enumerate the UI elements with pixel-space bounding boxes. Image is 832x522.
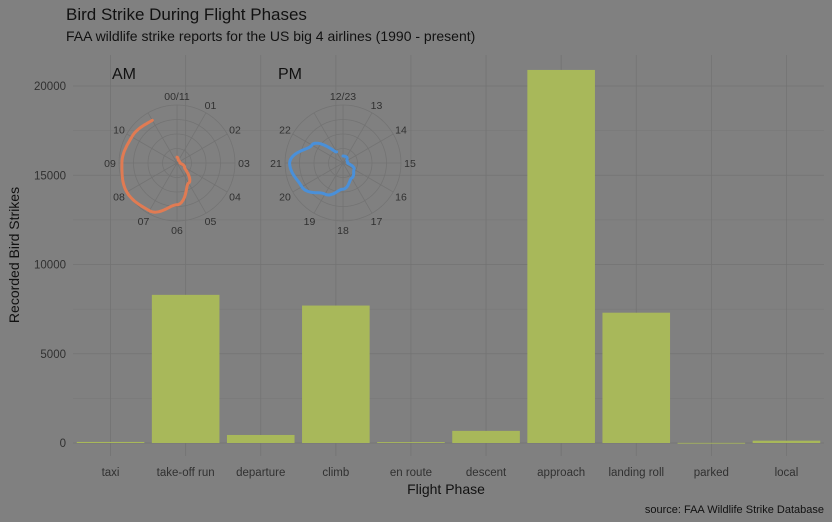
polar-am-theta-label: 08	[113, 192, 125, 204]
polar-pm-theta-label: 18	[337, 225, 349, 237]
bar	[76, 441, 145, 443]
polar-pm-series-line	[288, 141, 356, 197]
bar	[151, 294, 220, 443]
x-tick-label: take-off run	[157, 467, 215, 479]
polar-pm-spoke	[342, 112, 373, 164]
polar-am-theta-label: 01	[205, 100, 217, 112]
polar-am-theta-label: 05	[205, 216, 217, 228]
polar-am-spoke	[147, 162, 178, 214]
y-tick-label: 15000	[34, 170, 66, 182]
bar-series	[76, 69, 821, 444]
y-tick-labels: 0 5000 10000 15000 20000	[34, 81, 66, 450]
polar-pm-theta-label: 22	[279, 125, 291, 137]
y-tick-label: 10000	[34, 260, 66, 272]
polar-pm-spoke	[313, 162, 344, 214]
caption: source: FAA Wildlife Strike Database	[645, 504, 824, 516]
polar-am-title: AM	[112, 66, 136, 83]
polar-pm-spoke	[342, 162, 373, 214]
bar	[452, 430, 520, 443]
polar-pm-spoke	[342, 133, 394, 164]
x-tick-label: parked	[694, 467, 729, 479]
polar-pm-theta-label: 14	[395, 125, 407, 137]
polar-am-theta-label: 09	[104, 158, 116, 170]
polar-am-theta-label: 10	[113, 125, 125, 137]
polar-am-spoke	[126, 133, 178, 164]
x-tick-label: taxi	[102, 467, 120, 479]
polar-am-theta-label: 06	[171, 225, 183, 237]
bar	[677, 442, 746, 444]
polar-am-spoke	[176, 162, 207, 214]
polar-pm-theta-label: 12/23	[330, 91, 356, 103]
chart-subtitle: FAA wildlife strike reports for the US b…	[66, 28, 475, 44]
polar-am-theta-label: 03	[238, 158, 250, 170]
polar-chart-am: AM 00/11 01 02 03 04 05 06 07 08 09 10	[104, 66, 250, 237]
y-axis-label: Recorded Bird Strikes	[6, 187, 22, 323]
polar-am-spoke	[176, 112, 207, 164]
x-tick-label: climb	[322, 467, 349, 479]
bar	[226, 434, 295, 443]
polar-pm-theta-label: 13	[371, 100, 383, 112]
polar-am-theta-label: 07	[138, 216, 150, 228]
x-tick-label: departure	[236, 467, 285, 479]
chart-title: Bird Strike During Flight Phases	[66, 5, 307, 24]
polar-pm-theta-label: 16	[395, 192, 407, 204]
bar	[377, 442, 445, 443]
x-tick-label: landing roll	[608, 467, 664, 479]
x-tick-label: en route	[390, 467, 432, 479]
polar-pm-theta-label: 17	[371, 216, 383, 228]
polar-am-theta-label: 02	[229, 125, 241, 137]
polar-pm-spoke	[313, 112, 344, 164]
polar-am-series-line	[120, 118, 192, 214]
bar	[602, 312, 671, 443]
polar-am-theta-label: 04	[229, 192, 241, 204]
y-tick-label: 20000	[34, 81, 66, 93]
polar-pm-theta-label: 21	[270, 158, 282, 170]
polar-pm-theta-label: 20	[279, 192, 291, 204]
x-tick-label: local	[775, 467, 799, 479]
y-tick-label: 5000	[40, 349, 66, 361]
x-tick-labels: taxi take-off run departure climb en route de…	[102, 467, 799, 479]
polar-pm-spoke	[342, 162, 394, 193]
polar-am-theta-label: 00/11	[164, 91, 190, 103]
polar-pm-theta-label: 15	[404, 158, 416, 170]
y-tick-label: 0	[60, 438, 66, 450]
x-tick-label: descent	[466, 467, 507, 479]
polar-pm-title: PM	[278, 66, 302, 83]
polar-pm-spoke	[292, 133, 344, 164]
x-axis-label: Flight Phase	[407, 481, 485, 497]
polar-chart-pm: PM 12/23 13 14 15 16 17 18 19 20 21 22	[270, 66, 416, 237]
bar	[527, 69, 595, 443]
bar	[302, 305, 370, 443]
polar-am-spoke	[176, 133, 228, 164]
x-tick-label: approach	[537, 467, 585, 479]
polar-am-spoke	[126, 162, 178, 193]
polar-pm-theta-label: 19	[304, 216, 316, 228]
bar	[752, 440, 821, 443]
